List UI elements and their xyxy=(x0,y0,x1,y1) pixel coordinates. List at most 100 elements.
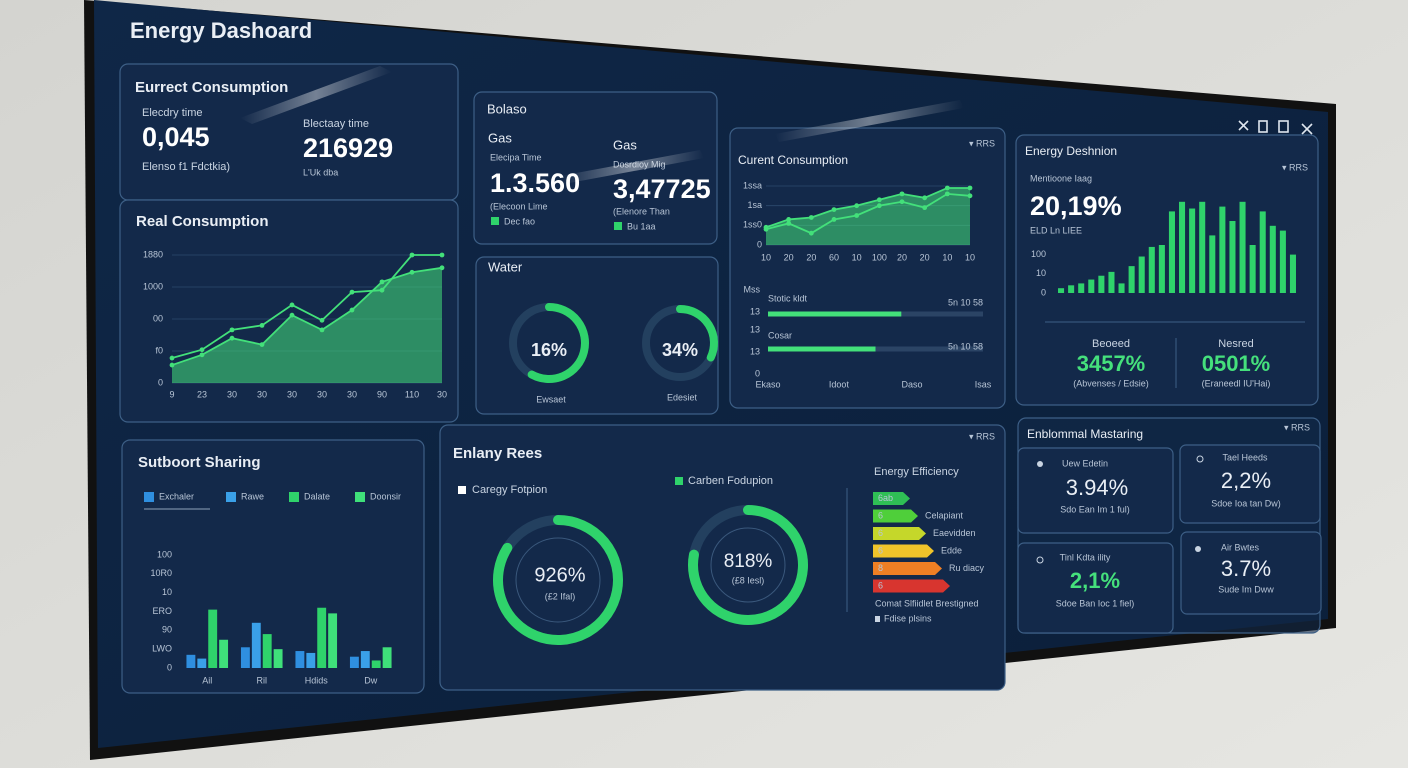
legend-swatch xyxy=(355,492,365,502)
bar xyxy=(317,607,327,668)
x-tick-label: Isas xyxy=(975,379,992,389)
point xyxy=(199,352,205,358)
kpi-value: 0,045 xyxy=(142,122,210,152)
y-tick-label: 00 xyxy=(153,313,163,323)
bar-label: Cosar xyxy=(768,330,792,340)
point xyxy=(922,195,928,201)
icon-doc[interactable] xyxy=(1258,120,1268,133)
panel-title: Eurrect Consumption xyxy=(135,79,288,96)
card-icon xyxy=(1195,546,1201,552)
y-tick-label: 10 xyxy=(162,587,172,597)
rating-arrow xyxy=(873,492,910,505)
bar xyxy=(1078,283,1085,293)
bar-annotation: 5n 10 58 xyxy=(948,341,983,351)
point xyxy=(319,317,325,323)
icon-close[interactable] xyxy=(1301,123,1313,135)
rating-label: 6 xyxy=(878,545,883,555)
x-tick-label: 30 xyxy=(437,389,447,399)
card xyxy=(1179,444,1321,524)
bar xyxy=(1108,271,1115,293)
bar xyxy=(1199,201,1206,293)
point xyxy=(876,197,882,203)
bar xyxy=(197,658,207,668)
window-icons xyxy=(1238,120,1313,135)
point xyxy=(944,185,950,191)
kpi-sub: L'Uk dba xyxy=(303,167,338,177)
card-sub: Sude Im Dww xyxy=(1218,584,1274,594)
rating-label: 8 xyxy=(878,563,883,573)
icon-save[interactable] xyxy=(1278,120,1289,133)
x-tick-label: 30 xyxy=(317,389,327,399)
legend-label: Doonsir xyxy=(370,491,401,501)
card-sub: Sdoe Ioa tan Dw) xyxy=(1211,498,1281,508)
gauge-arc xyxy=(676,305,718,362)
bar xyxy=(1138,256,1145,293)
x-tick-label: 30 xyxy=(257,389,267,399)
point xyxy=(808,230,814,236)
legend-swatch xyxy=(144,492,154,502)
rating-label: 6 xyxy=(878,510,883,520)
card xyxy=(1180,531,1322,615)
panel-menu[interactable]: ▾ RRS xyxy=(969,431,995,441)
x-tick-label: Dw xyxy=(364,675,377,685)
panel-menu[interactable]: ▾ RRS xyxy=(969,138,995,148)
legend-swatch xyxy=(226,492,236,502)
point xyxy=(379,279,385,285)
kpi-sub: ELD Ln LIEE xyxy=(1030,225,1082,235)
gauge-inner xyxy=(515,537,601,623)
bar xyxy=(768,346,876,352)
card-label: Uew Edetin xyxy=(1062,458,1108,468)
y-tick-label: 1880 xyxy=(143,249,163,259)
bar xyxy=(1148,246,1155,293)
card-label: Tinl Kdta ility xyxy=(1060,552,1111,562)
dashboard-title: Energy Dashoard xyxy=(130,18,312,43)
y-tick-label: 10 xyxy=(1036,268,1046,278)
gauge-inner xyxy=(710,527,786,603)
panel-gas xyxy=(473,91,718,245)
card-icon xyxy=(1036,556,1044,564)
y-tick-label: 1ssa xyxy=(743,180,762,190)
panel-rees xyxy=(439,424,1006,691)
panel-title: Enblommal Mastaring xyxy=(1027,427,1143,441)
point xyxy=(409,252,415,258)
point xyxy=(808,215,814,220)
gauge-value: 34% xyxy=(662,340,698,360)
icon-pin[interactable] xyxy=(1238,120,1249,131)
point xyxy=(199,347,205,353)
point xyxy=(786,220,792,226)
kpi-label: Blectaay time xyxy=(303,118,369,130)
gauge-arc xyxy=(527,303,589,383)
y-label: 13 xyxy=(750,346,760,356)
point xyxy=(831,217,837,222)
area xyxy=(172,267,442,383)
panel-title: Energy Deshnion xyxy=(1025,144,1117,158)
bar xyxy=(349,656,359,668)
gas-name: Gas xyxy=(613,137,637,152)
point xyxy=(854,203,860,209)
panel-menu[interactable]: ▾ RRS xyxy=(1282,162,1308,172)
donut-value: 818% xyxy=(724,551,773,572)
bar xyxy=(1098,275,1105,293)
y-tick-label: 100 xyxy=(1031,249,1046,259)
bar-label: Stotic kldt xyxy=(768,293,808,303)
x-tick-label: 10 xyxy=(852,252,862,262)
point xyxy=(259,323,265,328)
y-tick-label: 1000 xyxy=(143,281,163,291)
bar xyxy=(1209,235,1216,293)
bar xyxy=(1068,285,1075,293)
panel-menu[interactable]: ▾ RRS xyxy=(1284,422,1310,432)
gauge-label: Edesiet xyxy=(667,392,698,402)
card-label: Air Bwtes xyxy=(1221,542,1260,552)
y-tick-label: 1ss0 xyxy=(743,220,762,230)
kpi-value: 20,19% xyxy=(1030,191,1122,221)
x-tick-label: 10 xyxy=(942,252,952,262)
gauge-arc xyxy=(493,515,623,645)
y-label: 13 xyxy=(750,306,760,316)
rating-arrow xyxy=(873,544,934,558)
gas-value: 3,47725 xyxy=(613,174,711,204)
rating-text: Celapiant xyxy=(925,510,964,520)
stat-value: 0501% xyxy=(1202,351,1271,376)
panel-title: Bolaso xyxy=(487,101,527,116)
